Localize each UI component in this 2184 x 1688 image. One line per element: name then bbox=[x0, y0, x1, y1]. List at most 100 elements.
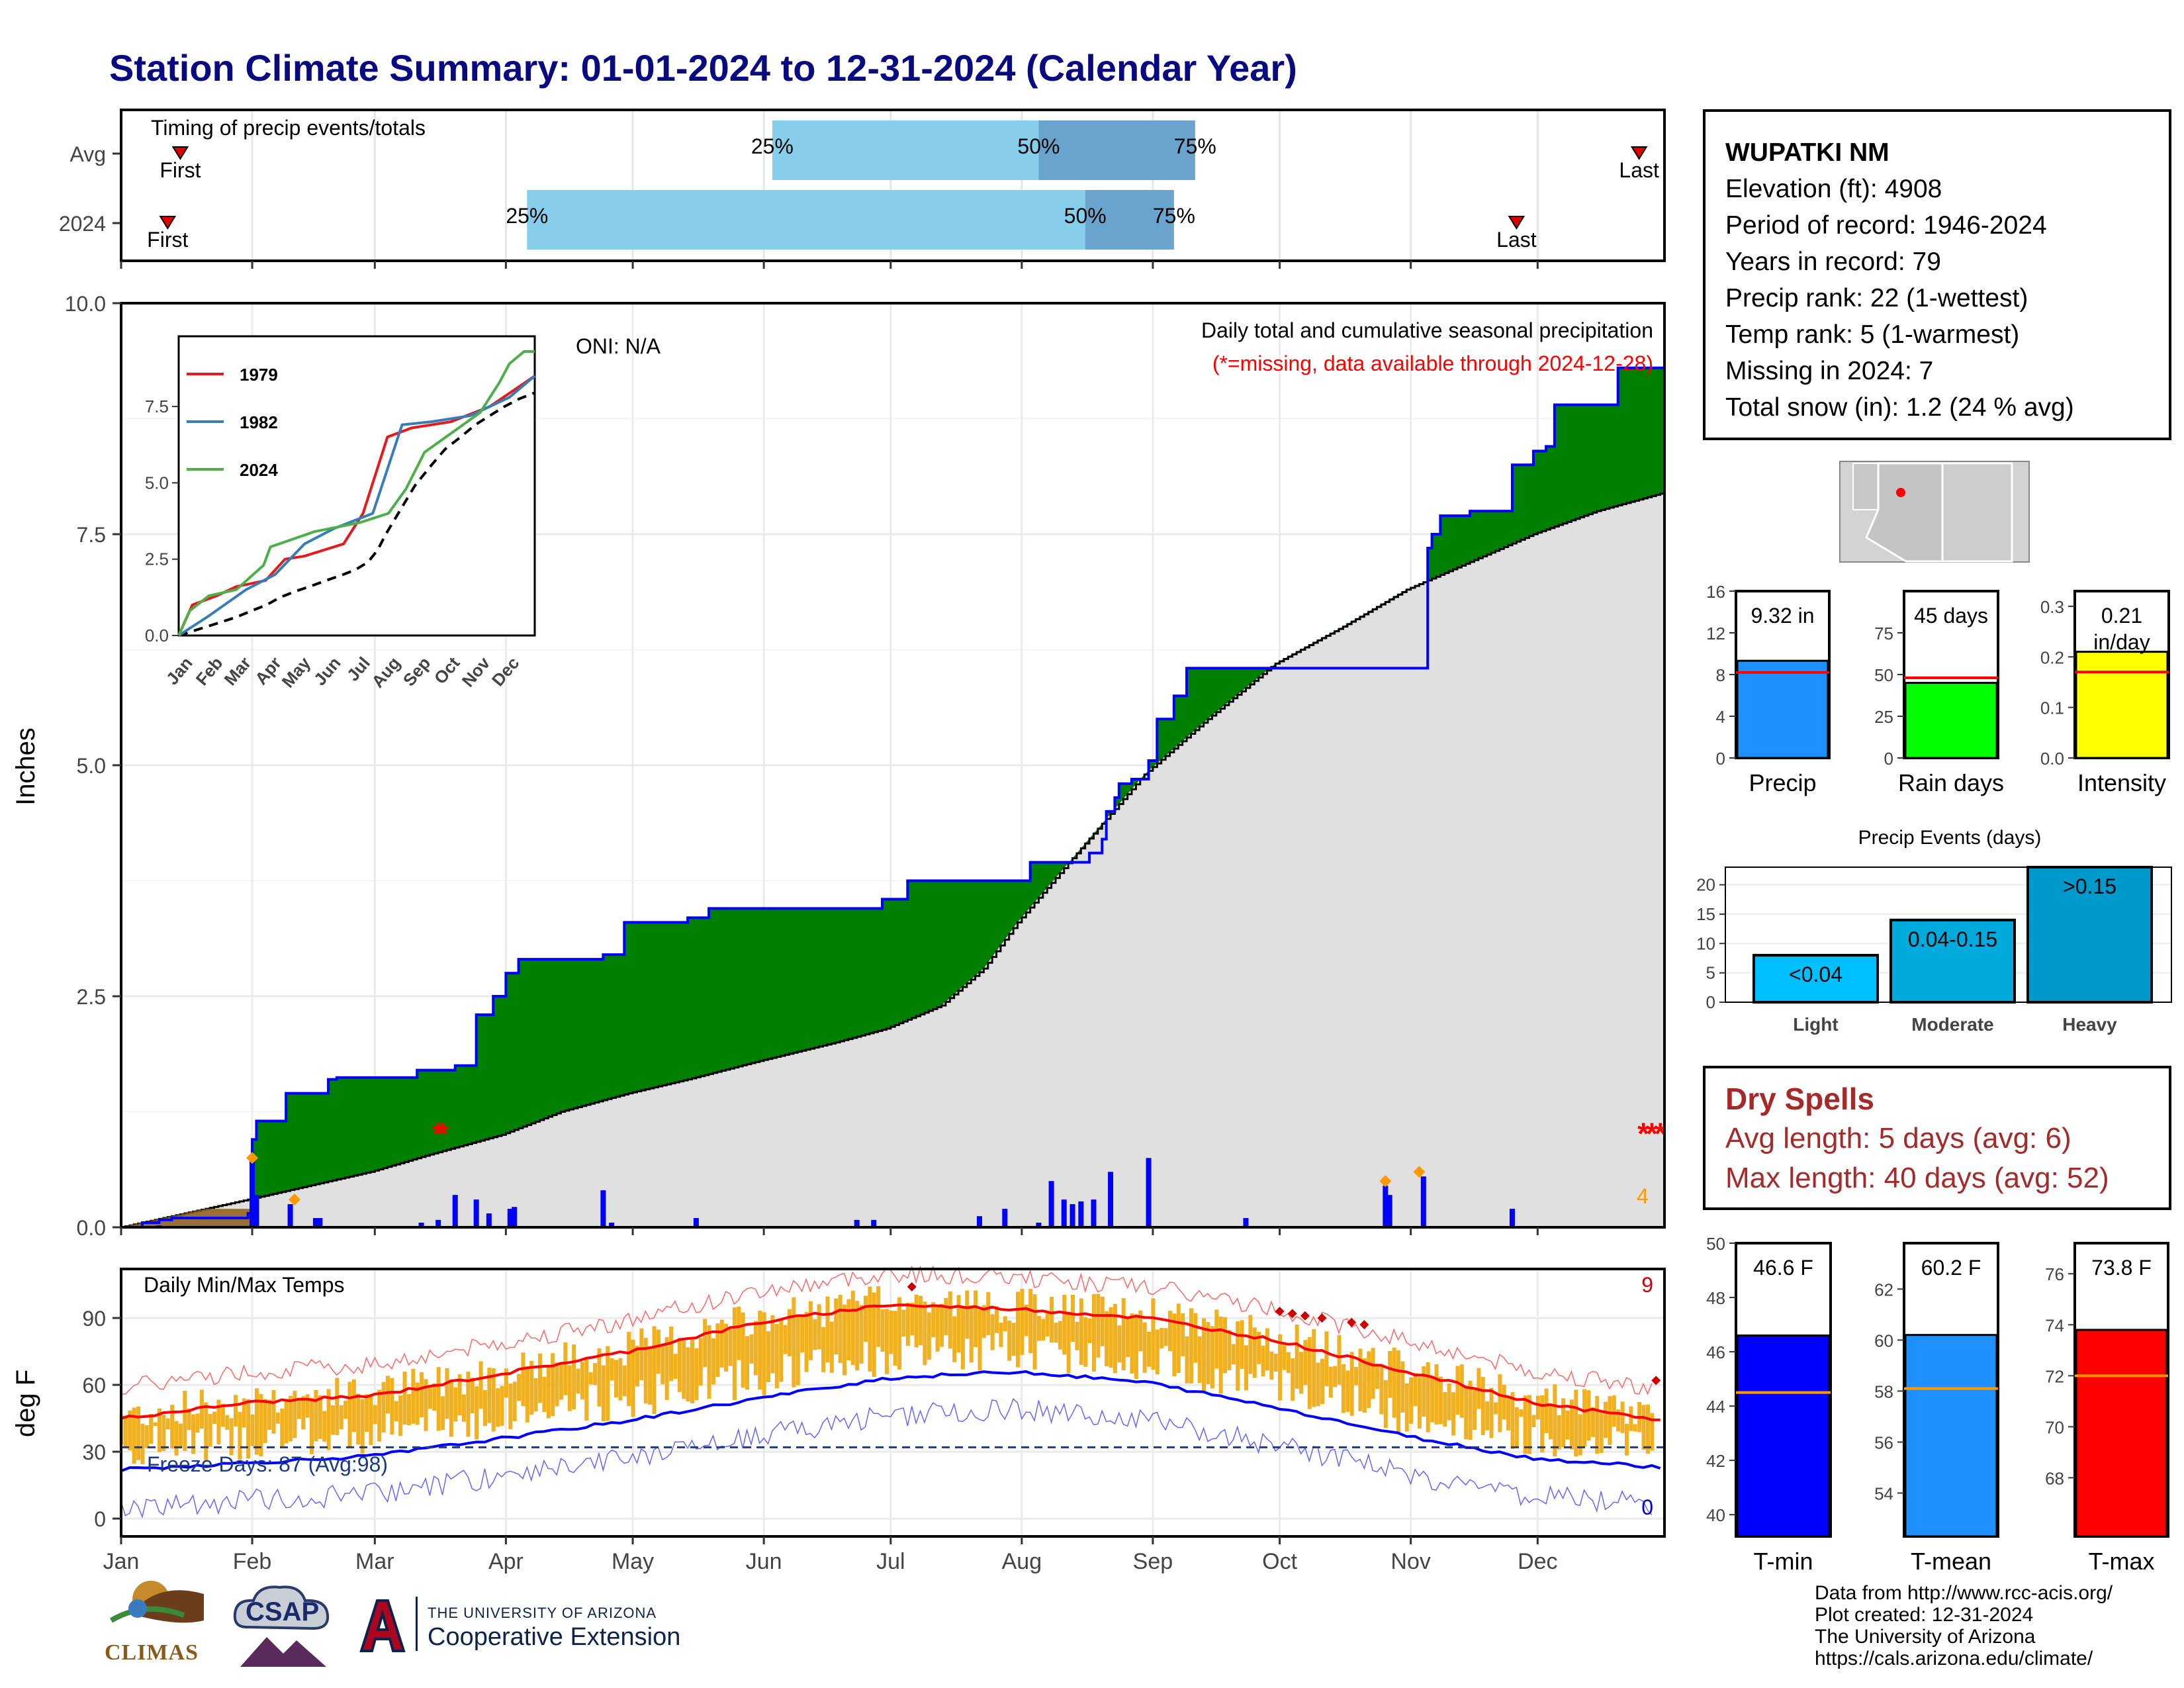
temp-daily-range-bar bbox=[1282, 1345, 1287, 1370]
temp-daily-range-bar bbox=[496, 1388, 500, 1427]
temp-daily-range-bar bbox=[990, 1314, 995, 1350]
temp-daily-range-bar bbox=[254, 1388, 259, 1455]
temp-daily-range-bar bbox=[1218, 1316, 1223, 1394]
temp-daily-range-bar bbox=[1345, 1370, 1350, 1412]
temp-daily-range-bar bbox=[1645, 1404, 1650, 1454]
temp-daily-range-bar bbox=[1236, 1321, 1240, 1391]
temp-summary-bar-0-value-label: 46.6 F bbox=[1753, 1256, 1813, 1280]
summary-bar-0-value-label: 9.32 in bbox=[1751, 604, 1814, 628]
temp-daily-range-bar bbox=[673, 1354, 678, 1379]
temp-daily-range-bar bbox=[606, 1346, 610, 1421]
temp-daily-range-bar bbox=[453, 1387, 458, 1422]
missing-marker: * bbox=[432, 1116, 444, 1150]
summary-bar-0: 9.32 in 0 4 8 12 16 Precip bbox=[1706, 582, 1831, 796]
summary-bar-0-y-tick-label: 4 bbox=[1716, 707, 1725, 727]
record-high-marker bbox=[1275, 1306, 1285, 1316]
temp-daily-range-bar bbox=[330, 1405, 335, 1435]
temp-daily-range-bar bbox=[728, 1329, 733, 1366]
temp-summary-bar-1: 60.2 F 54 56 58 60 62 T-mean bbox=[1874, 1242, 1999, 1575]
temp-summary-bar-1-y-tick-label: 60 bbox=[1874, 1331, 1893, 1350]
temp-daily-range-bar bbox=[478, 1361, 483, 1409]
month-tick-label: Jun bbox=[746, 1549, 782, 1574]
temp-daily-range-bar bbox=[1333, 1366, 1338, 1387]
temp-daily-range-bar bbox=[1273, 1354, 1278, 1372]
precip-subtitle: (*=missing, data available through 2024-… bbox=[1212, 352, 1653, 375]
events-bar bbox=[1889, 918, 2016, 1004]
temp-daily-range-bar bbox=[432, 1383, 437, 1411]
temp-summary-bar-0-y-tick-label: 48 bbox=[1706, 1288, 1725, 1308]
temp-daily-range-bar bbox=[753, 1321, 758, 1376]
temp-daily-range-bar bbox=[1624, 1423, 1629, 1456]
temp-daily-range-bar bbox=[1604, 1401, 1608, 1438]
temp-daily-range-bar bbox=[296, 1397, 301, 1419]
summary-bar-2-value-label: 0.21 bbox=[2101, 604, 2142, 628]
timing-label-first: First bbox=[147, 228, 188, 252]
temp-daily-range-bar bbox=[694, 1348, 699, 1401]
temp-daily-range-bar bbox=[1379, 1364, 1384, 1415]
temp-daily-range-bar bbox=[1565, 1410, 1570, 1440]
temp-y-tick-label: 30 bbox=[82, 1440, 106, 1464]
temp-daily-range-bar bbox=[698, 1338, 703, 1386]
temp-daily-range-bar bbox=[1531, 1415, 1536, 1428]
summary-bar-1: 45 days 0 25 50 75 Rain days bbox=[1874, 590, 2004, 796]
temp-daily-range-bar bbox=[711, 1338, 715, 1385]
temp-summary-bar-2-bar bbox=[2075, 1329, 2168, 1538]
temp-daily-range-bar bbox=[339, 1405, 343, 1430]
summary-bar-0-category-label: Precip bbox=[1749, 769, 1816, 796]
summary-bar-1-category-label: Rain days bbox=[1898, 769, 2004, 796]
summary-bar-2-y-tick-label: 0.0 bbox=[2040, 749, 2064, 769]
temp-daily-range-bar bbox=[1181, 1313, 1185, 1356]
timing-label-50: 50% bbox=[1064, 204, 1107, 228]
precip-daily-bar bbox=[1146, 1158, 1152, 1227]
temp-daily-range-bar bbox=[424, 1379, 428, 1431]
temp-daily-range-bar bbox=[965, 1290, 970, 1339]
temp-daily-range-bar bbox=[1557, 1415, 1561, 1450]
temp-daily-range-bar bbox=[939, 1303, 944, 1347]
temp-daily-range-bar bbox=[597, 1348, 602, 1407]
record-high-marker bbox=[1347, 1317, 1357, 1327]
temp-daily-range-bar bbox=[546, 1366, 551, 1419]
temp-daily-range-bar bbox=[576, 1368, 580, 1394]
temp-daily-range-bar bbox=[1422, 1366, 1426, 1417]
temp-daily-range-bar bbox=[935, 1305, 940, 1352]
temp-daily-range-bar bbox=[1028, 1289, 1033, 1354]
temp-daily-range-bar bbox=[314, 1389, 318, 1442]
temp-daily-range-bar bbox=[1142, 1322, 1147, 1373]
temp-daily-range-bar bbox=[610, 1358, 614, 1381]
temp-daily-range-bar bbox=[322, 1411, 327, 1442]
temp-daily-range-bar bbox=[1278, 1334, 1283, 1401]
temp-daily-range-bar bbox=[1629, 1406, 1633, 1431]
temp-daily-range-bar bbox=[234, 1395, 238, 1427]
temp-daily-range-bar bbox=[1595, 1395, 1600, 1454]
temp-daily-range-bar bbox=[745, 1336, 750, 1390]
temp-daily-range-bar bbox=[445, 1368, 449, 1419]
timing-label-25: 25% bbox=[506, 204, 548, 228]
temp-daily-range-bar bbox=[482, 1390, 487, 1427]
temp-daily-range-bar bbox=[1134, 1314, 1138, 1380]
events-y-tick-label: 10 bbox=[1696, 933, 1715, 953]
temp-daily-range-bar bbox=[183, 1390, 187, 1451]
summary-bar-1-bar bbox=[1904, 682, 1998, 759]
temp-daily-range-bar bbox=[792, 1297, 796, 1387]
temp-daily-range-bar bbox=[669, 1327, 674, 1382]
temp-title: Daily Min/Max Temps bbox=[144, 1273, 344, 1297]
precip-daily-bar bbox=[871, 1219, 877, 1227]
location-map bbox=[1839, 461, 2030, 563]
temp-daily-range-bar bbox=[1388, 1351, 1392, 1398]
temp-daily-range-bar bbox=[927, 1312, 931, 1360]
timing-first-marker bbox=[171, 146, 189, 160]
precip-daily-bar bbox=[976, 1216, 982, 1227]
dry-spells-max: Max length: 40 days (avg: 52) bbox=[1725, 1162, 2109, 1194]
precip-daily-bar bbox=[317, 1218, 323, 1227]
temp-daily-range-bar bbox=[250, 1414, 255, 1446]
summary-bar-2-value-unit: in/day bbox=[2093, 630, 2150, 654]
temp-daily-range-bar bbox=[377, 1389, 382, 1442]
temp-daily-range-bar bbox=[525, 1367, 529, 1423]
temp-daily-range-bar bbox=[1210, 1326, 1214, 1389]
precip-daily-bar bbox=[1002, 1209, 1008, 1227]
precip-daily-bar bbox=[1091, 1199, 1097, 1227]
temp-daily-range-bar bbox=[1375, 1366, 1380, 1389]
precip-daily-bar bbox=[250, 1158, 255, 1227]
month-tick-label: Mar bbox=[355, 1549, 394, 1574]
